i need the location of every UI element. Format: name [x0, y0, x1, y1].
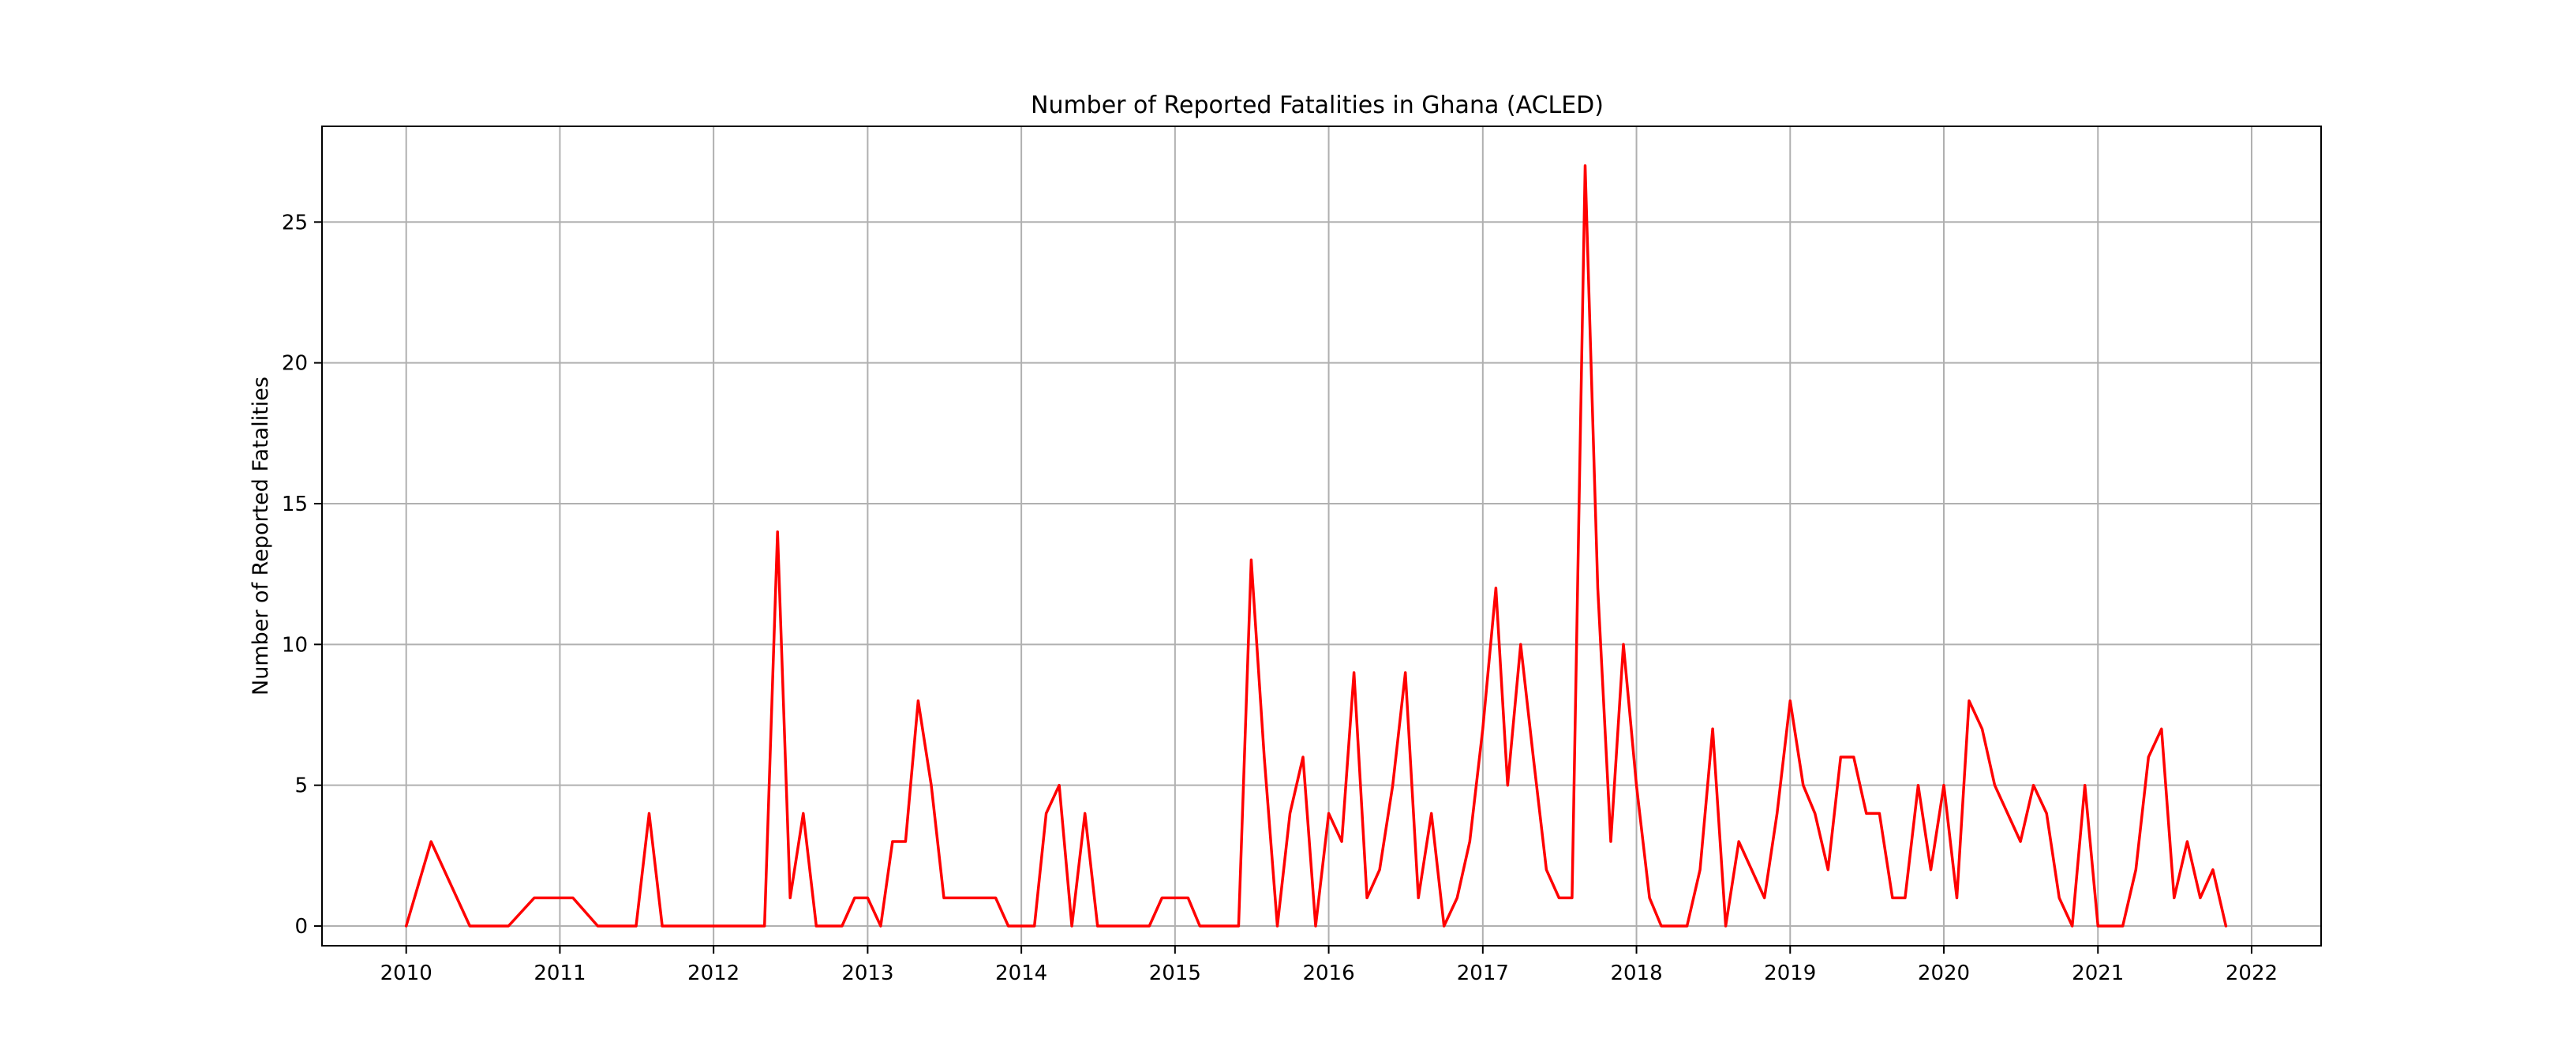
x-tick-label: 2012	[687, 962, 739, 985]
tick-layer: 2010 2011 2012 2013 2014 2015 2016 2017 2018 2019…	[282, 211, 2278, 985]
x-tick-label: 2014	[995, 962, 1047, 985]
y-tick-label: 20	[282, 352, 308, 376]
y-tick-label: 0	[294, 915, 308, 939]
y-axis-label: Number of Reported Fatalities	[249, 377, 273, 695]
x-tick-label: 2015	[1149, 962, 1201, 985]
x-tick-label: 2011	[534, 962, 586, 985]
x-tick-label: 2019	[1764, 962, 1816, 985]
y-tick-label: 25	[282, 211, 308, 234]
x-tick-label: 2022	[2226, 962, 2278, 985]
x-tick-label: 2013	[841, 962, 893, 985]
series-layer	[404, 164, 2228, 928]
grid-layer	[322, 126, 2321, 946]
chart-title: Number of Reported Fatalities in Ghana (…	[1031, 92, 1604, 119]
y-tick-label: 15	[282, 493, 308, 516]
x-tick-label: 2017	[1457, 962, 1509, 985]
y-tick-label: 5	[294, 774, 308, 798]
x-tick-label: 2021	[2072, 962, 2124, 985]
series-line-fatalities	[404, 164, 2228, 928]
y-tick-label: 10	[282, 633, 308, 657]
x-tick-label: 2016	[1302, 962, 1354, 985]
x-tick-label: 2010	[380, 962, 432, 985]
plot-frame	[321, 126, 2322, 947]
x-tick-label: 2020	[1918, 962, 1970, 985]
x-tick-label: 2018	[1610, 962, 1662, 985]
